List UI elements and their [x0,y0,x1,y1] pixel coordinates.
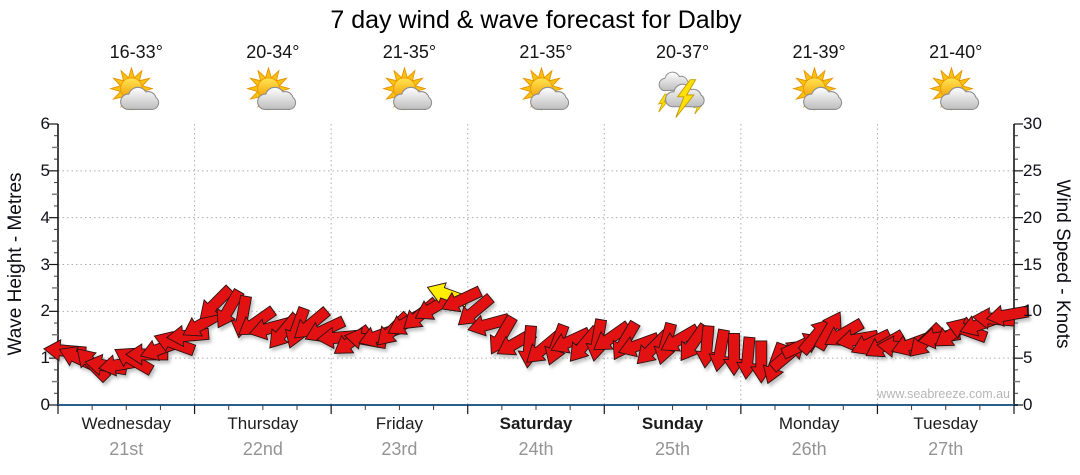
left-axis-tick-label: 4 [40,207,50,227]
wind-arrow [593,320,633,351]
right-axis-tick-label: 25 [1023,160,1042,180]
wind-arrow [457,292,495,326]
temperature-range: 21-35° [382,42,437,62]
partly-cloudy-icon [519,67,570,112]
wind-arrow [441,285,483,313]
day-name-label: Friday [375,414,424,433]
partly-cloudy-icon [109,67,160,112]
day-date-label: 24th [518,439,554,459]
partly-cloudy-icon [245,67,296,112]
left-axis-tick-label: 5 [40,160,50,180]
wind-arrow [550,326,593,354]
right-axis-tick-label: 20 [1023,207,1042,227]
left-axis-tick-label: 3 [40,254,50,274]
wind-arrow [114,347,155,376]
thunderstorm-icon [657,71,705,118]
day-name-label: Monday [778,414,840,433]
wind-arrow [248,316,292,341]
wind-arrow [216,287,245,329]
day-forecast-wednesday: 16-33° [91,42,181,123]
day-name-label: Tuesday [913,414,978,433]
temperature-range: 20-37° [655,42,710,62]
temperature-range: 16-33° [109,42,163,62]
left-axis-tick-label: 2 [40,301,50,321]
watermark: www.seabreeze.com.au [877,387,1010,401]
temperature-range: 21-39° [792,42,846,62]
partly-cloudy-icon [928,67,979,112]
day-forecast-sunday: 20-37° [638,42,728,123]
wind-arrow [813,311,842,352]
right-axis-tick-label: 15 [1023,254,1042,274]
wind-arrow [199,284,235,320]
wind-arrow [153,330,197,357]
wind-arrow [617,332,661,358]
chart-title: 7 day wind & wave forecast for Dalby [330,6,742,34]
right-axis-tick-label: 5 [1023,348,1033,368]
temperature-range: 21-40° [929,42,983,62]
day-date-label: 23rd [381,439,418,459]
day-date-label: 21st [109,439,144,459]
wind-arrow [467,313,511,337]
wind-arrow [835,329,880,352]
right-axis-tick-label: 30 [1023,114,1042,133]
day-forecast-saturday: 21-35° [501,42,591,123]
left-axis-tick-label: 6 [40,114,50,133]
left-axis-tick-label: 1 [40,348,50,368]
partly-cloudy-icon [382,67,433,112]
partly-cloudy-icon [792,67,843,112]
day-date-label: 25th [655,439,691,459]
wind-arrow [316,326,360,350]
left-axis-tick-label: 0 [40,395,50,414]
wind-arrow [660,323,701,352]
day-name-label: Thursday [227,414,299,433]
day-forecast-thursday: 20-34° [228,42,318,123]
temperature-range: 20-34° [246,42,300,62]
day-name-label: Wednesday [81,414,172,433]
day-forecast-tuesday: 21-40° [911,42,1001,123]
wind-arrow [985,304,1030,328]
day-forecast-friday: 21-35° [364,42,454,123]
wind-arrow-series [43,282,1030,385]
right-axis-tick-label: 10 [1023,301,1042,321]
temperature-range: 21-35° [519,42,573,62]
day-forecast-monday: 21-39° [774,42,864,123]
day-date-label: 26th [791,439,827,459]
day-name-label: Saturday [499,414,573,433]
right-axis-tick-label: 0 [1023,395,1033,414]
day-name-label: Sunday [641,414,704,433]
day-date-label: 22nd [242,439,283,459]
day-date-label: 27th [928,439,964,459]
